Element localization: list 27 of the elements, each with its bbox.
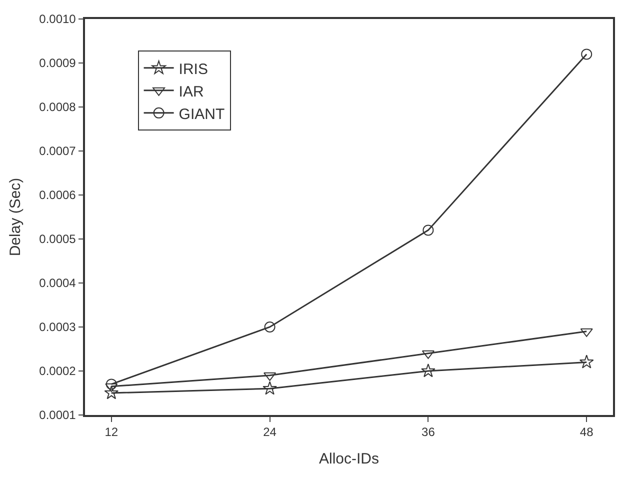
x-tick-label: 24 — [263, 425, 277, 440]
y-tick-label: 0.0007 — [39, 144, 76, 158]
y-axis-title: Delay (Sec) — [6, 178, 24, 256]
y-tick-label: 0.0009 — [39, 56, 76, 70]
x-tick-label: 48 — [580, 425, 594, 440]
point — [264, 322, 276, 332]
y-tick-label: 0.0010 — [39, 12, 76, 26]
legend-label: IAR — [178, 83, 204, 100]
y-tick-label: 0.0006 — [39, 188, 76, 202]
y-tick-label: 0.0003 — [39, 320, 76, 334]
legend-label: GIANT — [178, 106, 225, 123]
y-tick-label: 0.0005 — [39, 232, 76, 246]
point — [262, 381, 277, 395]
y-tick-label: 0.0001 — [39, 408, 76, 422]
point — [579, 354, 594, 368]
point — [421, 364, 436, 378]
x-axis-title: Alloc-IDs — [318, 450, 380, 468]
point — [422, 224, 434, 236]
x-tick-label: 36 — [422, 425, 436, 440]
point — [104, 386, 119, 400]
y-tick-label: 0.0002 — [39, 364, 76, 378]
point — [581, 48, 592, 60]
legend-label: IRIS — [178, 60, 208, 78]
x-tick-label: 12 — [104, 425, 118, 440]
y-tick-label: 0.0004 — [39, 276, 76, 290]
y-tick-label: 0.0008 — [39, 100, 76, 114]
point — [106, 378, 117, 390]
